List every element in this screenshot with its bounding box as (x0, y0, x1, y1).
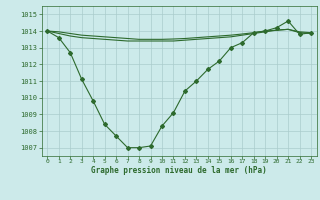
X-axis label: Graphe pression niveau de la mer (hPa): Graphe pression niveau de la mer (hPa) (91, 166, 267, 175)
